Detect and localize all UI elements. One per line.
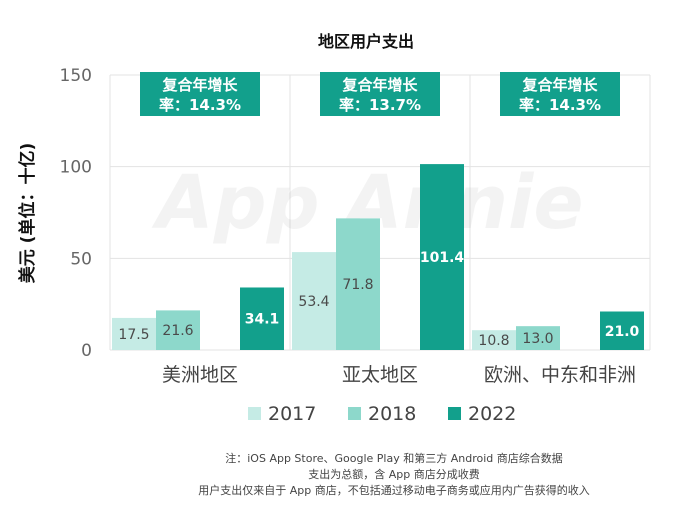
- data-label-2017-1: 17.5: [118, 327, 149, 343]
- data-label-2022-3: 21.0: [605, 324, 640, 340]
- cagr-line2: 率：13.7%: [339, 96, 421, 114]
- bar-2018-2: [336, 218, 380, 350]
- legend-item-2022: 2022: [448, 403, 516, 425]
- category-label-1: 美洲地区: [162, 364, 238, 386]
- cagr-line1: 复合年增长: [521, 76, 598, 94]
- legend-swatch: [248, 407, 261, 420]
- data-label-2018-2: 71.8: [342, 277, 373, 293]
- footnotes: 注：iOS App Store、Google Play 和第三方 Android…: [198, 451, 589, 497]
- bars: 17.5 21.6 34.1 53.4 71.8 101.4 10.8 13.0 21.0: [112, 164, 644, 350]
- cagr-box-bg: [140, 72, 260, 116]
- legend: 2017 2018 2022: [248, 403, 516, 425]
- data-label-2017-3: 10.8: [478, 333, 509, 349]
- y-tick-label: 0: [81, 341, 92, 361]
- cagr-line2: 率：14.3%: [519, 96, 601, 114]
- bar-2017-1: [112, 317, 156, 350]
- bar-2018-3: [516, 326, 560, 350]
- data-label-2022-2: 101.4: [420, 250, 465, 266]
- y-axis-label: 美元 (单位：十亿): [17, 143, 38, 283]
- bar-2017-3: [472, 330, 516, 350]
- data-label-2018-1: 21.6: [162, 323, 193, 339]
- bar-2022-1: [240, 287, 284, 350]
- legend-swatch: [448, 407, 461, 420]
- y-tick-label: 100: [60, 158, 92, 178]
- bar-2022-3: [600, 311, 644, 350]
- cagr-line1: 复合年增长: [341, 76, 418, 94]
- data-label-2022-1: 34.1: [245, 312, 280, 328]
- legend-item-2018: 2018: [348, 403, 416, 425]
- legend-label: 2018: [368, 403, 416, 425]
- category-label-3: 欧洲、中东和非洲: [484, 364, 636, 386]
- cagr-line2: 率：14.3%: [159, 96, 241, 114]
- cagr-box-bg: [320, 72, 440, 116]
- bar-2022-2: [420, 164, 464, 350]
- y-tick-label: 150: [60, 66, 92, 86]
- footnote-1: 注：iOS App Store、Google Play 和第三方 Android…: [225, 451, 563, 465]
- category-label-2: 亚太地区: [342, 364, 418, 386]
- bar-2017-2: [292, 252, 336, 350]
- y-axis-ticks: 0 50 100 150: [60, 66, 92, 361]
- legend-label: 2022: [468, 403, 516, 425]
- footnote-3: 用户支出仅来自于 App 商店，不包括通过移动电子商务或应用内广告获得的收入: [198, 483, 589, 497]
- y-tick-label: 50: [70, 249, 92, 269]
- data-label-2017-2: 53.4: [298, 294, 329, 310]
- footnote-2: 支出为总额，含 App 商店分成收费: [308, 467, 479, 481]
- legend-label: 2017: [268, 403, 316, 425]
- cagr-line1: 复合年增长: [161, 76, 238, 94]
- bar-2018-1: [156, 310, 200, 350]
- category-labels: 美洲地区 亚太地区 欧洲、中东和非洲: [162, 364, 636, 386]
- legend-swatch: [348, 407, 361, 420]
- chart-title: 地区用户支出: [318, 32, 414, 51]
- legend-item-2017: 2017: [248, 403, 316, 425]
- data-label-2018-3: 13.0: [522, 331, 553, 347]
- cagr-box-bg: [500, 72, 620, 116]
